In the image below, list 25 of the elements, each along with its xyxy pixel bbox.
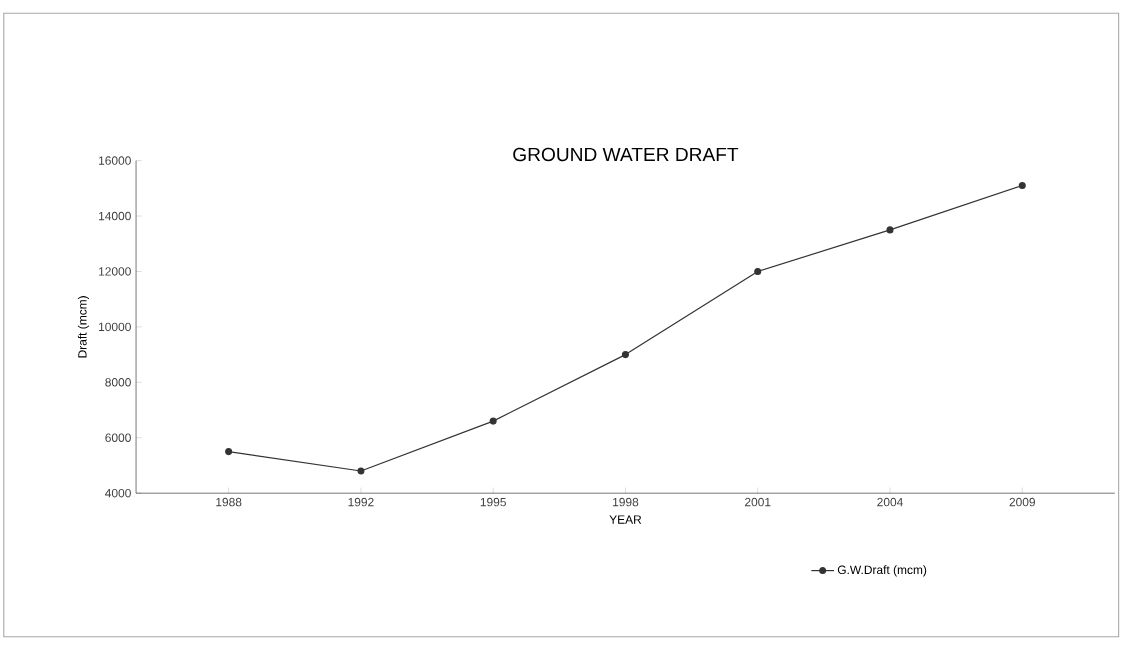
y-tick-label: 16000 — [99, 156, 131, 165]
x-tick-label: 1995 — [480, 497, 506, 507]
chart-title: GROUND WATER DRAFT — [513, 147, 739, 162]
y-tick-label: 10000 — [99, 322, 131, 332]
x-tick-label: 2004 — [877, 497, 903, 507]
x-axis-title: YEAR — [609, 515, 642, 524]
y-tick-label: 12000 — [99, 267, 131, 276]
point — [357, 467, 365, 475]
x-tick-label: 2001 — [745, 497, 771, 507]
x-tick-label: 1992 — [348, 497, 374, 507]
point — [621, 351, 629, 359]
point — [1018, 181, 1026, 190]
y-tick-label: 8000 — [105, 378, 131, 387]
y-tick-label: 6000 — [105, 433, 131, 442]
point — [886, 226, 894, 234]
x-tick-label: 1988 — [216, 497, 242, 507]
x-tick-label: 1998 — [613, 497, 639, 507]
legend-label: G.W.Draft (mcm) — [837, 565, 927, 577]
point — [225, 448, 233, 456]
y-tick-label: 14000 — [99, 211, 131, 221]
x-tick-label: 2009 — [1009, 497, 1035, 507]
point — [754, 267, 762, 275]
point — [489, 417, 497, 425]
y-axis-title: Draft (mcm) — [77, 296, 89, 358]
y-tick-label: 4000 — [105, 488, 131, 498]
